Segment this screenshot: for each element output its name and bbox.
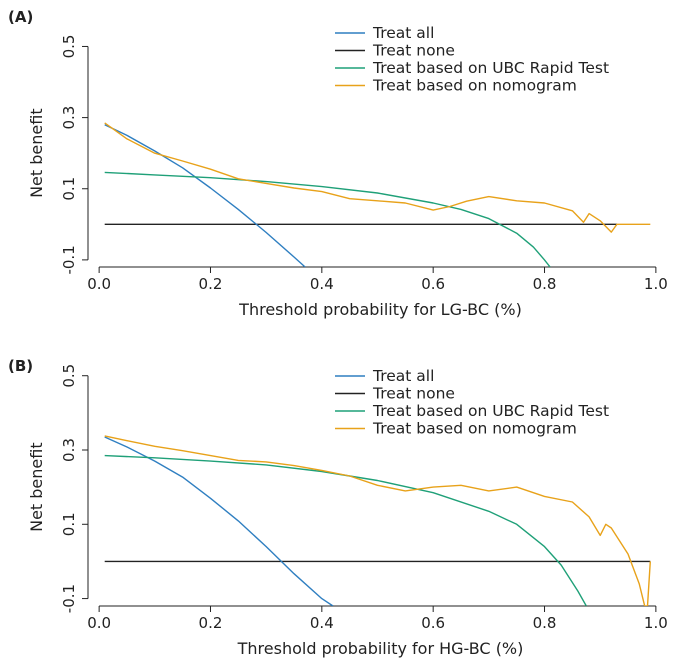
legend-treat-based-on-nomogram-label: Treat based on nomogram [372,77,577,95]
y-tick-label: 0.1 [60,512,78,536]
x-tick-label: 0.0 [87,275,111,293]
series-treat-based-on-nomogram-line [104,122,651,233]
x-tick-label: 0.6 [421,614,445,632]
x-tick-label: 1.0 [644,275,668,293]
legend-treat-none-label: Treat none [372,42,455,60]
panel-a: (A) 0.0 0.2 0.4 0.6 0.8 1.0 -0.1 0.1 0.3 0.5 Thresh… [8,8,668,319]
x-tick-label: 0.0 [87,614,111,632]
panel-label: (A) [8,8,33,26]
panel-b: (B) 0.0 0.2 0.4 0.6 0.8 1.0 -0.1 0.1 0.3 0.5 Thresh… [8,357,668,658]
legend-treat-all-label: Treat all [372,24,434,42]
legend-treat-based-on-ubc-rapid-test-label: Treat based on UBC Rapid Test [372,402,609,420]
x-tick-label: 0.6 [421,275,445,293]
series-treat-based-on-ubc-rapid-test-line [104,454,587,606]
y-axis-title: Net benefit [27,108,46,198]
y-tick-label: 0.5 [60,364,78,388]
y-tick-label: -0.1 [60,584,78,613]
panel-label: (B) [8,357,33,375]
x-tick-label: 0.2 [199,275,223,293]
series-treat-based-on-nomogram-line [104,435,651,606]
series-treat-based-on-ubc-rapid-test-line [104,171,551,267]
y-axis-title: Net benefit [27,442,46,532]
y-tick-label: 0.5 [60,35,78,59]
x-tick-label: 1.0 [644,614,668,632]
x-tick-label: 0.4 [310,275,334,293]
y-tick-label: 0.1 [60,177,78,201]
series-treat-all-line [104,124,306,267]
y-tick-label: 0.3 [60,106,78,130]
y-tick-label: -0.1 [60,245,78,274]
x-tick-label: 0.8 [533,275,557,293]
legend-treat-based-on-ubc-rapid-test-label: Treat based on UBC Rapid Test [372,59,609,77]
series-treat-all-line [104,436,334,606]
x-axis-title: Threshold probability for LG-BC (%) [238,300,522,319]
x-tick-label: 0.2 [199,614,223,632]
legend-treat-based-on-nomogram-label: Treat based on nomogram [372,420,577,438]
x-axis-title: Threshold probability for HG-BC (%) [237,639,524,658]
x-tick-label: 0.8 [533,614,557,632]
legend-treat-all-label: Treat all [372,367,434,385]
y-tick-label: 0.3 [60,438,78,462]
x-tick-label: 0.4 [310,614,334,632]
legend-treat-none-label: Treat none [372,385,455,403]
